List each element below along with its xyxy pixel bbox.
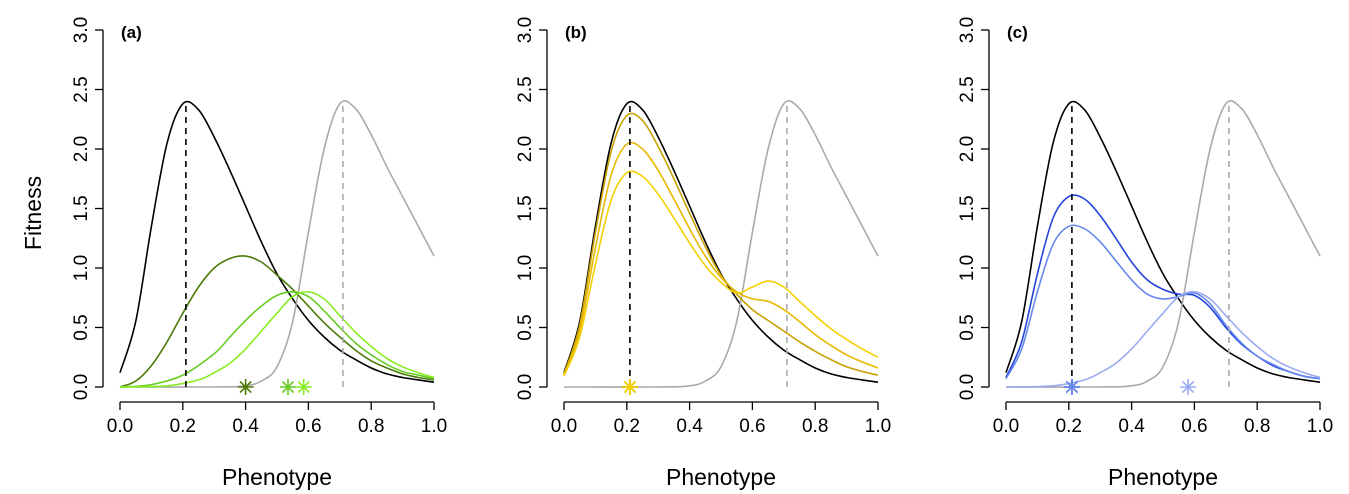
x-tick-label: 1.0 — [865, 416, 891, 437]
x-tick-label: 1.0 — [421, 416, 447, 437]
y-tick-label: 0.0 — [515, 374, 536, 400]
fitness-curve-1 — [119, 100, 435, 383]
x-tick-label: 0.8 — [1244, 416, 1270, 437]
y-tick-label: 3.0 — [957, 17, 978, 43]
panel-2: (b) 0.0 0.2 0.4 0.6 0.8 1.0 0.0 0.5 1.0 1.5 2.0 2.5 3… — [515, 17, 891, 490]
fitness-curve-3 — [1005, 194, 1321, 380]
fitness-curve-2 — [119, 100, 435, 388]
x-tick-label: 0.6 — [1181, 416, 1207, 437]
x-tick-label: 0.6 — [739, 416, 765, 437]
x-axis-label: Phenotype — [1108, 464, 1218, 490]
fitness-curve-4 — [1005, 224, 1321, 380]
fitness-curve-3 — [563, 112, 879, 376]
x-tick-label: 1.0 — [1307, 416, 1333, 437]
y-tick-label: 2.0 — [957, 136, 978, 162]
star-marker — [295, 379, 312, 395]
panel-3: (c) 0.0 0.2 0.4 0.6 0.8 1.0 0.0 0.5 1.0 1.5 2.0 2.5 3… — [957, 17, 1333, 490]
x-axis-label: Phenotype — [666, 464, 776, 490]
y-tick-label: 1.5 — [957, 195, 978, 221]
x-tick-label: 0.2 — [614, 416, 640, 437]
x-tick-label: 0.6 — [295, 416, 321, 437]
panel-label: (a) — [121, 23, 142, 42]
fitness-curve-1 — [563, 100, 879, 383]
fitness-curve-1 — [1005, 100, 1321, 383]
y-tick-label: 3.0 — [515, 17, 536, 43]
y-tick-label: 2.5 — [71, 76, 92, 102]
x-tick-label: 0.0 — [107, 416, 133, 437]
x-tick-label: 0.8 — [802, 416, 828, 437]
x-tick-label: 0.4 — [676, 416, 703, 437]
fitness-curve-5 — [119, 290, 435, 388]
y-axis-label: Fitness — [20, 176, 46, 250]
y-tick-label: 2.5 — [515, 76, 536, 102]
fitness-curve-5 — [1005, 290, 1321, 388]
x-tick-label: 0.4 — [232, 416, 259, 437]
fitness-curve-4 — [119, 290, 435, 388]
star-marker — [621, 379, 638, 395]
y-tick-label: 2.0 — [71, 136, 92, 162]
y-tick-label: 1.0 — [515, 255, 536, 281]
fitness-curve-2 — [563, 100, 879, 388]
panel-label: (b) — [565, 23, 587, 42]
y-tick-label: 1.5 — [71, 195, 92, 221]
star-marker — [237, 379, 254, 395]
x-tick-label: 0.2 — [170, 416, 196, 437]
y-tick-label: 0.0 — [957, 374, 978, 400]
x-tick-label: 0.0 — [993, 416, 1019, 437]
fitness-curve-2 — [1005, 100, 1321, 388]
star-marker — [1180, 379, 1197, 395]
y-tick-label: 2.0 — [515, 136, 536, 162]
y-tick-label: 0.5 — [71, 314, 92, 340]
panel-1: (a) 0.0 0.2 0.4 0.6 0.8 1.0 0.0 0.5 1.0 1.5 2.0 2.5 3… — [71, 17, 447, 490]
y-tick-label: 1.0 — [71, 255, 92, 281]
star-marker — [1063, 379, 1080, 395]
panel-label: (c) — [1007, 23, 1028, 42]
panels: (a) 0.0 0.2 0.4 0.6 0.8 1.0 0.0 0.5 1.0 1.5 2.0 2.5 3… — [71, 17, 1333, 490]
y-tick-label: 3.0 — [71, 17, 92, 43]
x-tick-label: 0.8 — [358, 416, 384, 437]
star-marker — [279, 379, 296, 395]
fitness-curve-4 — [563, 141, 879, 376]
y-tick-label: 0.5 — [515, 314, 536, 340]
x-tick-label: 0.2 — [1056, 416, 1082, 437]
y-tick-label: 2.5 — [957, 76, 978, 102]
x-tick-label: 0.0 — [551, 416, 577, 437]
fitness-curve-5 — [563, 170, 879, 377]
fitness-curve-3 — [119, 255, 435, 388]
y-tick-label: 1.5 — [515, 195, 536, 221]
y-tick-label: 1.0 — [957, 255, 978, 281]
y-tick-label: 0.0 — [71, 374, 92, 400]
y-tick-label: 0.5 — [957, 314, 978, 340]
x-tick-label: 0.4 — [1118, 416, 1145, 437]
x-axis-label: Phenotype — [222, 464, 332, 490]
